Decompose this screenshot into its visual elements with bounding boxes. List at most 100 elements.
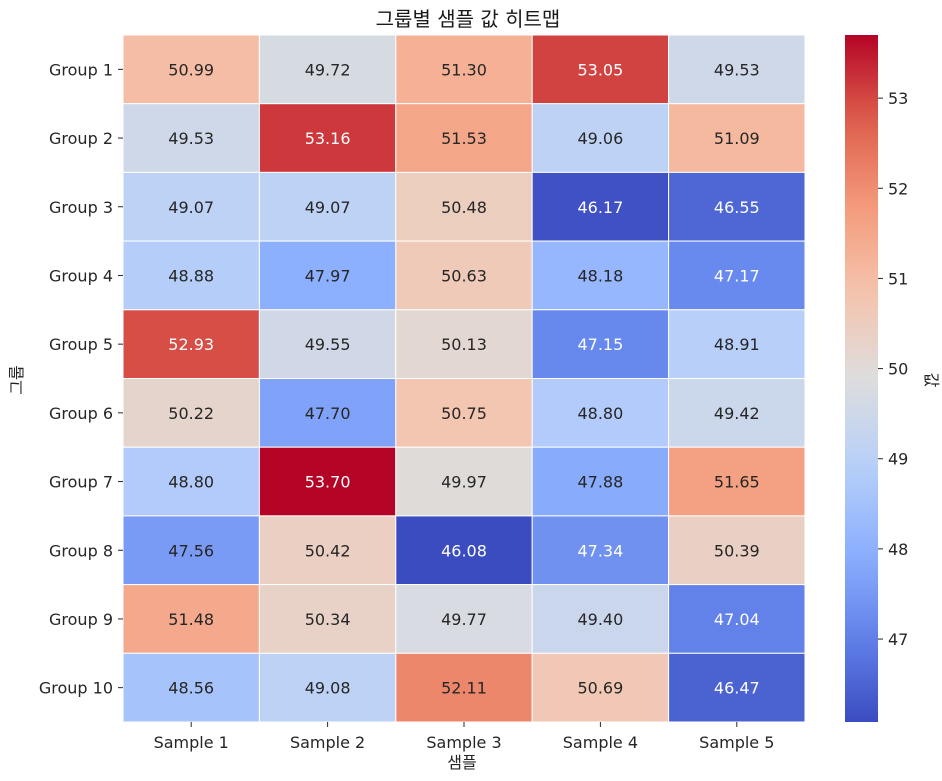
cell-value-label: 51.30 [441, 60, 487, 79]
x-tick-label: Sample 5 [699, 733, 774, 752]
heatmap-cell [668, 515, 806, 586]
cell-value-label: 47.17 [714, 266, 760, 285]
chart-title: 그룹별 샘플 값 히트맵 [376, 7, 561, 31]
colorbar-tick-label: 48 [888, 540, 908, 559]
cell-value-label: 46.08 [441, 541, 487, 560]
x-axis-label: 샘플 [447, 753, 476, 772]
heatmap-cell [668, 103, 806, 173]
cell-value-label: 51.48 [168, 610, 214, 629]
heatmap-cell [668, 309, 806, 379]
cell-value-label: 50.99 [168, 60, 214, 79]
heatmap-cell [395, 103, 533, 173]
cell-value-label: 49.53 [168, 129, 214, 148]
heatmap-cell [395, 309, 533, 379]
cell-value-label: 50.75 [441, 404, 487, 423]
heatmap-cell [122, 309, 260, 379]
cell-value-label: 53.05 [577, 60, 623, 79]
heatmap-cell [668, 652, 806, 723]
heatmap-cell [395, 240, 533, 311]
y-tick-label: Group 5 [49, 335, 113, 354]
cell-value-label: 49.72 [305, 60, 351, 79]
x-tick-label: Sample 4 [563, 733, 638, 752]
heatmap-cell [258, 240, 397, 311]
cell-value-label: 49.77 [441, 610, 487, 629]
heatmap-cell [258, 34, 397, 105]
x-axis-ticks: Sample 1 Sample 2 Sample 3 Sample 4 Sample 5 [154, 722, 774, 752]
heatmap-cell [395, 171, 533, 242]
heatmap-cell [531, 652, 670, 723]
colorbar-label: 값 [922, 373, 941, 388]
heatmap-cell [668, 584, 806, 654]
cell-value-label: 50.63 [441, 266, 487, 285]
heatmap-cell [122, 515, 260, 586]
cell-value-label: 50.22 [168, 404, 214, 423]
cell-value-label: 49.40 [577, 610, 623, 629]
heatmap-cell [531, 171, 670, 242]
cell-value-label: 53.70 [305, 473, 351, 492]
heatmap-cell [395, 584, 533, 654]
cell-value-label: 49.55 [305, 335, 351, 354]
cell-value-label: 49.07 [168, 198, 214, 217]
heatmap-cell [531, 515, 670, 586]
y-tick-label: Group 1 [49, 60, 113, 79]
heatmap-cell [395, 515, 533, 586]
heatmap-cell [668, 171, 806, 242]
colorbar-gradient [845, 35, 878, 722]
heatmap-cell [122, 103, 260, 173]
cell-value-label: 47.56 [168, 541, 214, 560]
colorbar-ticks: 47 48 49 50 51 52 53 [878, 89, 908, 649]
cell-value-label: 49.06 [577, 129, 623, 148]
cell-value-label: 48.56 [168, 679, 214, 698]
cell-value-label: 53.16 [305, 129, 351, 148]
cell-value-label: 48.80 [577, 404, 623, 423]
cell-value-label: 48.88 [168, 266, 214, 285]
y-tick-label: Group 6 [49, 404, 113, 423]
cell-value-label: 51.53 [441, 129, 487, 148]
cell-value-label: 47.88 [577, 473, 623, 492]
colorbar-tick-label: 47 [888, 630, 908, 649]
y-tick-label: Group 8 [49, 541, 113, 560]
heatmap-cell-labels: 50.99 49.72 51.30 53.05 49.53 49.53 53.16 51.53… [168, 60, 759, 697]
cell-value-label: 51.65 [714, 473, 760, 492]
heatmap-cell [395, 378, 533, 448]
colorbar: 47 48 49 50 51 52 53 값 [845, 35, 941, 722]
y-tick-label: Group 7 [49, 473, 113, 492]
heatmap-cell [258, 171, 397, 242]
y-tick-label: Group 4 [49, 266, 113, 285]
cell-value-label: 49.08 [305, 679, 351, 698]
cell-value-label: 48.18 [577, 266, 623, 285]
cell-value-label: 47.04 [714, 610, 760, 629]
heatmap-cell [258, 652, 397, 723]
heatmap-cell [668, 34, 806, 105]
cell-value-label: 50.42 [305, 541, 351, 560]
heatmap-cell [668, 240, 806, 311]
y-tick-label: Group 9 [49, 610, 113, 629]
cell-value-label: 51.09 [714, 129, 760, 148]
colorbar-tick-label: 53 [888, 89, 908, 108]
y-tick-label: Group 2 [49, 129, 113, 148]
cell-value-label: 52.11 [441, 679, 487, 698]
heatmap-cell [668, 446, 806, 517]
heatmap-cell [122, 446, 260, 517]
cell-value-label: 50.34 [305, 610, 351, 629]
cell-value-label: 49.42 [714, 404, 760, 423]
heatmap-cell [531, 34, 670, 105]
cell-value-label: 47.70 [305, 404, 351, 423]
heatmap-cell [531, 378, 670, 448]
colorbar-tick-label: 49 [888, 450, 908, 469]
cell-value-label: 49.53 [714, 60, 760, 79]
y-tick-label: Group 10 [39, 679, 113, 698]
cell-value-label: 50.39 [714, 541, 760, 560]
heatmap-cell [531, 240, 670, 311]
cell-value-label: 50.69 [577, 679, 623, 698]
cell-value-label: 49.07 [305, 198, 351, 217]
cell-value-label: 46.47 [714, 679, 760, 698]
cell-value-label: 49.97 [441, 473, 487, 492]
heatmap-cell [395, 34, 533, 105]
colorbar-tick-label: 52 [888, 179, 908, 198]
y-axis-ticks: Group 1 Group 2 Group 3 Group 4 Group 5 Group… [39, 60, 123, 698]
colorbar-tick-label: 51 [888, 269, 908, 288]
x-tick-label: Sample 2 [290, 733, 365, 752]
cell-value-label: 47.34 [577, 541, 623, 560]
